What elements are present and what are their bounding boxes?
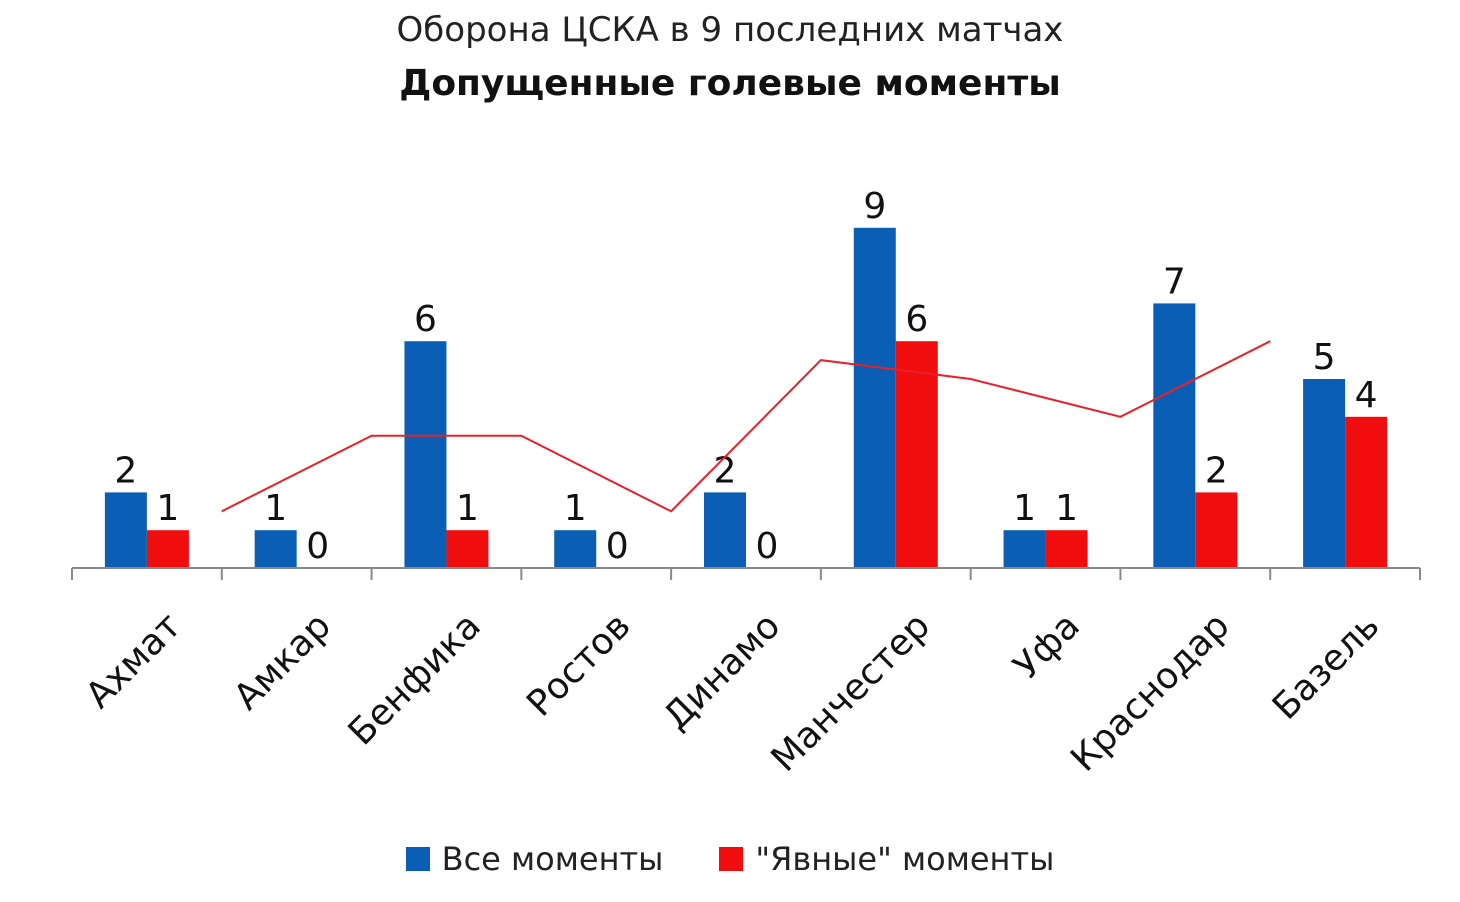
bar-all [1153,303,1196,568]
bar-clear [1045,530,1088,568]
data-label-all: 1 [1013,488,1036,529]
data-label-all: 2 [114,450,137,491]
x-tick-label: Амкар [226,605,339,718]
data-label-clear: 4 [1355,375,1378,416]
data-label-clear: 0 [606,526,629,567]
data-label-clear: 1 [1055,488,1078,529]
x-tick-label: Динамо [656,605,788,737]
data-label-all: 9 [863,186,886,227]
data-label-all: 7 [1163,261,1186,302]
bar-all [554,530,597,568]
x-tick-label: Уфа [1006,605,1088,687]
legend-item-all: Все моменты [405,840,664,878]
data-label-clear: 1 [156,488,179,529]
legend-label-clear: "Явные" моменты [755,840,1055,878]
data-label-clear: 0 [756,526,779,567]
trendline [221,340,1271,513]
legend-swatch-all [405,847,430,871]
legend-item-clear: "Явные" моменты [719,840,1054,878]
chart-title: Оборона ЦСКА в 9 последних матчах [396,10,1064,50]
data-label-clear: 0 [306,526,329,567]
x-tick-label: Краснодар [1063,605,1237,779]
bar-all [1303,379,1346,568]
data-label-all: 5 [1313,337,1336,378]
x-tick-label: Ахмат [78,605,189,716]
bar-all [1003,530,1046,568]
chart-subtitle: Допущенные голевые моменты [399,63,1061,104]
data-label-all: 1 [564,488,587,529]
data-label-all: 2 [714,450,737,491]
data-label-clear: 1 [456,488,479,529]
bar-clear [1195,492,1238,568]
data-label-all: 1 [264,488,287,529]
bar-clear [895,341,938,568]
bar-clear [1345,416,1388,568]
legend-label-all: Все моменты [441,840,664,878]
bar-clear [446,530,489,568]
bar-clear [146,530,189,568]
x-tick-label: Бенфика [341,605,489,753]
legend-swatch-clear [719,847,744,871]
legend: Все моменты "Явные" моменты [0,840,1460,878]
x-tick-label: Базель [1265,605,1388,728]
data-label-clear: 2 [1205,450,1228,491]
bar-all [254,530,297,568]
data-label-all: 6 [414,299,437,340]
bar-all [853,227,896,569]
x-tick-label: Ростов [519,605,638,724]
bar-all [104,492,147,568]
data-label-clear: 6 [905,299,928,340]
bar-all [404,341,447,568]
bar-all [704,492,746,568]
x-tick-label: Манчестер [764,605,939,780]
